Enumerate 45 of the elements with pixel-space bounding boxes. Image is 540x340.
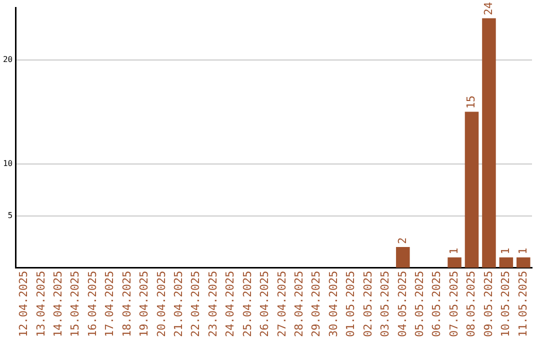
x-tick-label: 29.04.2025 (310, 270, 323, 338)
bar (516, 257, 530, 268)
x-tick-label: 12.04.2025 (17, 270, 30, 338)
data-label: 1 (516, 248, 530, 254)
x-tick-label: 23.04.2025 (206, 270, 220, 338)
x-tick-label: 07.05.2025 (447, 270, 460, 338)
y-tick-label: 20 (2, 54, 13, 64)
x-tick-label: 20.04.2025 (154, 270, 168, 338)
x-tick-label: 22.04.2025 (189, 270, 202, 338)
x-tick-label: 28.04.2025 (292, 270, 306, 338)
data-label: 1 (499, 248, 512, 254)
data-label: 2 (396, 237, 409, 244)
bar (448, 257, 462, 268)
x-tick-label: 27.04.2025 (275, 270, 288, 338)
bar (499, 257, 514, 268)
x-tick-label: 10.05.2025 (499, 270, 512, 338)
x-tick-label: 26.04.2025 (258, 270, 272, 338)
data-label: 24 (482, 2, 495, 16)
x-tick-label: 03.05.2025 (378, 270, 392, 338)
bar (396, 246, 410, 268)
x-tick-label: 01.05.2025 (344, 270, 358, 338)
x-tick-label: 02.05.2025 (361, 270, 374, 338)
x-tick-label: 25.04.2025 (240, 270, 254, 338)
x-tick-label: 14.04.2025 (52, 270, 65, 338)
x-tick-label: 09.05.2025 (482, 270, 495, 338)
x-tick-label: 15.04.2025 (68, 270, 82, 338)
x-tick-label: 30.04.2025 (326, 270, 340, 338)
x-tick-label: 05.05.2025 (412, 270, 426, 338)
x-tick-label: 08.05.2025 (464, 270, 478, 338)
x-tick-label: 06.05.2025 (430, 270, 444, 338)
bar (464, 112, 479, 268)
x-tick-label: 19.04.2025 (138, 270, 151, 338)
y-tick-label: 5 (8, 210, 13, 220)
data-label: 15 (464, 96, 478, 109)
x-tick-label: 16.04.2025 (86, 270, 99, 338)
x-tick-label: 11.05.2025 (516, 270, 530, 338)
y-tick-label: 10 (2, 158, 13, 168)
data-label: 1 (447, 248, 460, 254)
x-tick-label: 21.04.2025 (172, 270, 186, 338)
x-tick-label: 24.04.2025 (224, 270, 237, 338)
x-tick-label: 13.04.2025 (34, 270, 48, 338)
bar (482, 18, 496, 268)
x-tick-label: 17.04.2025 (103, 270, 116, 338)
x-tick-label: 04.05.2025 (396, 270, 409, 338)
x-tick-label: 18.04.2025 (120, 270, 134, 338)
